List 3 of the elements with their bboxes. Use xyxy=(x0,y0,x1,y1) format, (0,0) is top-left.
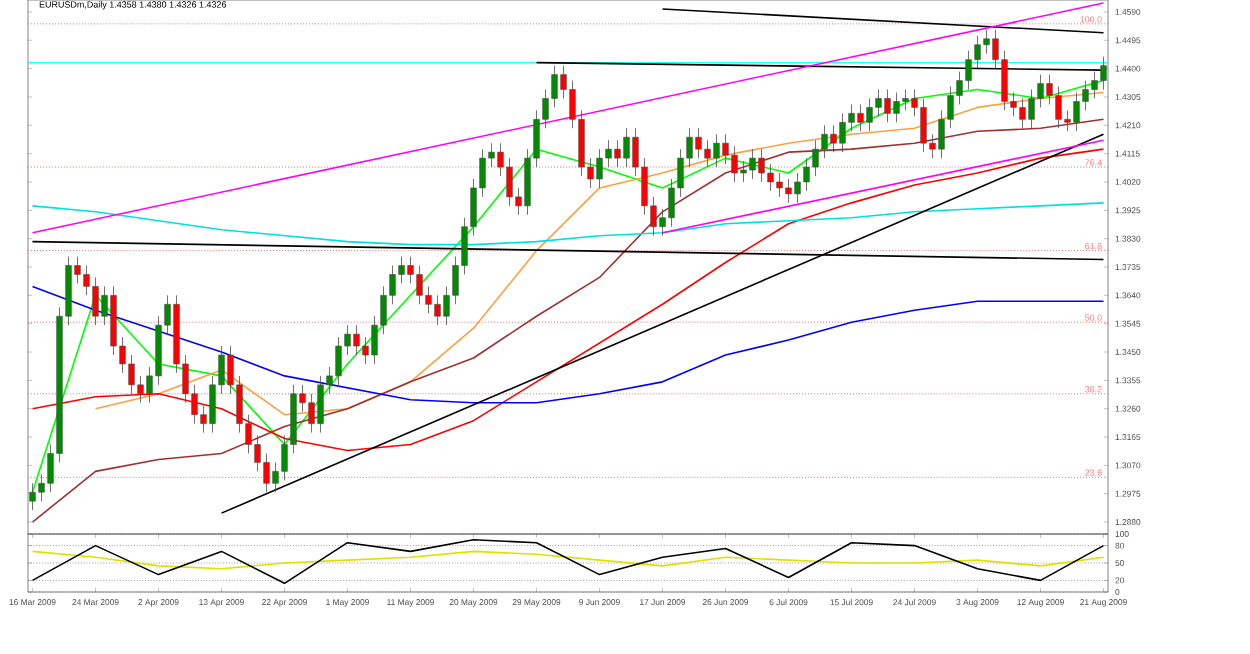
line-series xyxy=(31,118,1105,523)
line-series xyxy=(31,550,1105,570)
line-series xyxy=(31,539,1105,585)
